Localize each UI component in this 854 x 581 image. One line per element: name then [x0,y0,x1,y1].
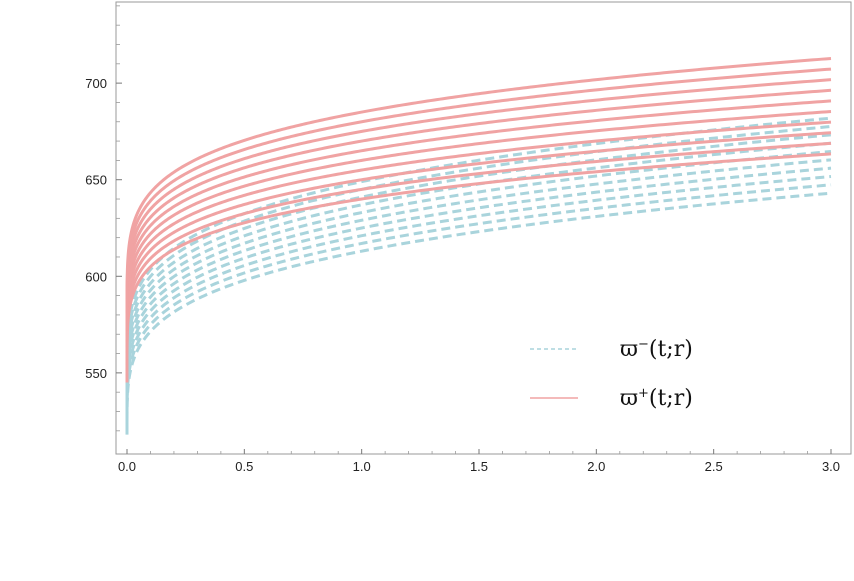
minus-curve-4 [125,166,832,418]
plus-curve-9 [125,67,832,337]
x-tick-label: 1.0 [353,459,371,474]
x-tick-label: 0.5 [235,459,253,474]
plus-curve-1 [125,152,832,383]
x-tick-label: 1.5 [470,459,488,474]
minus-curve-9 [125,124,832,389]
y-tick-label: 650 [85,173,107,188]
x-tick-label: 2.0 [587,459,605,474]
plot-frame [115,1,852,455]
legend-label-plus: ϖ+(t;r) [620,386,693,411]
plus-curve-7 [125,88,832,348]
plus-curve-10 [125,56,832,331]
minus-curve-2 [125,183,832,429]
minus-curve-1 [125,191,832,435]
plus-curve-4 [125,120,832,366]
minus-curve-5 [125,158,832,412]
minus-curve-3 [125,175,832,424]
legend: ϖ−(t;r) ϖ+(t;r) [530,337,693,411]
x-tick-label: 0.0 [118,459,136,474]
minus-curve-6 [125,149,832,406]
minus-curve-10 [125,116,832,383]
plus-curve-6 [125,99,832,354]
x-tick-label: 3.0 [822,459,840,474]
y-tick-label: 600 [85,269,107,284]
plus-curve-8 [125,78,832,342]
axis-layer: 0.0 0.5 1.0 1.5 2.0 2.5 3.0 550 600 650 700 [85,5,840,474]
x-tick-label: 2.5 [705,459,723,474]
series-layer [125,56,832,435]
plus-curve-3 [125,131,832,371]
y-tick-label: 700 [85,76,107,91]
minus-curve-7 [125,141,832,400]
y-tick-label: 550 [85,366,107,381]
plus-curve-2 [125,141,832,377]
plus-curve-5 [125,110,832,360]
legend-label-minus: ϖ−(t;r) [620,337,693,362]
